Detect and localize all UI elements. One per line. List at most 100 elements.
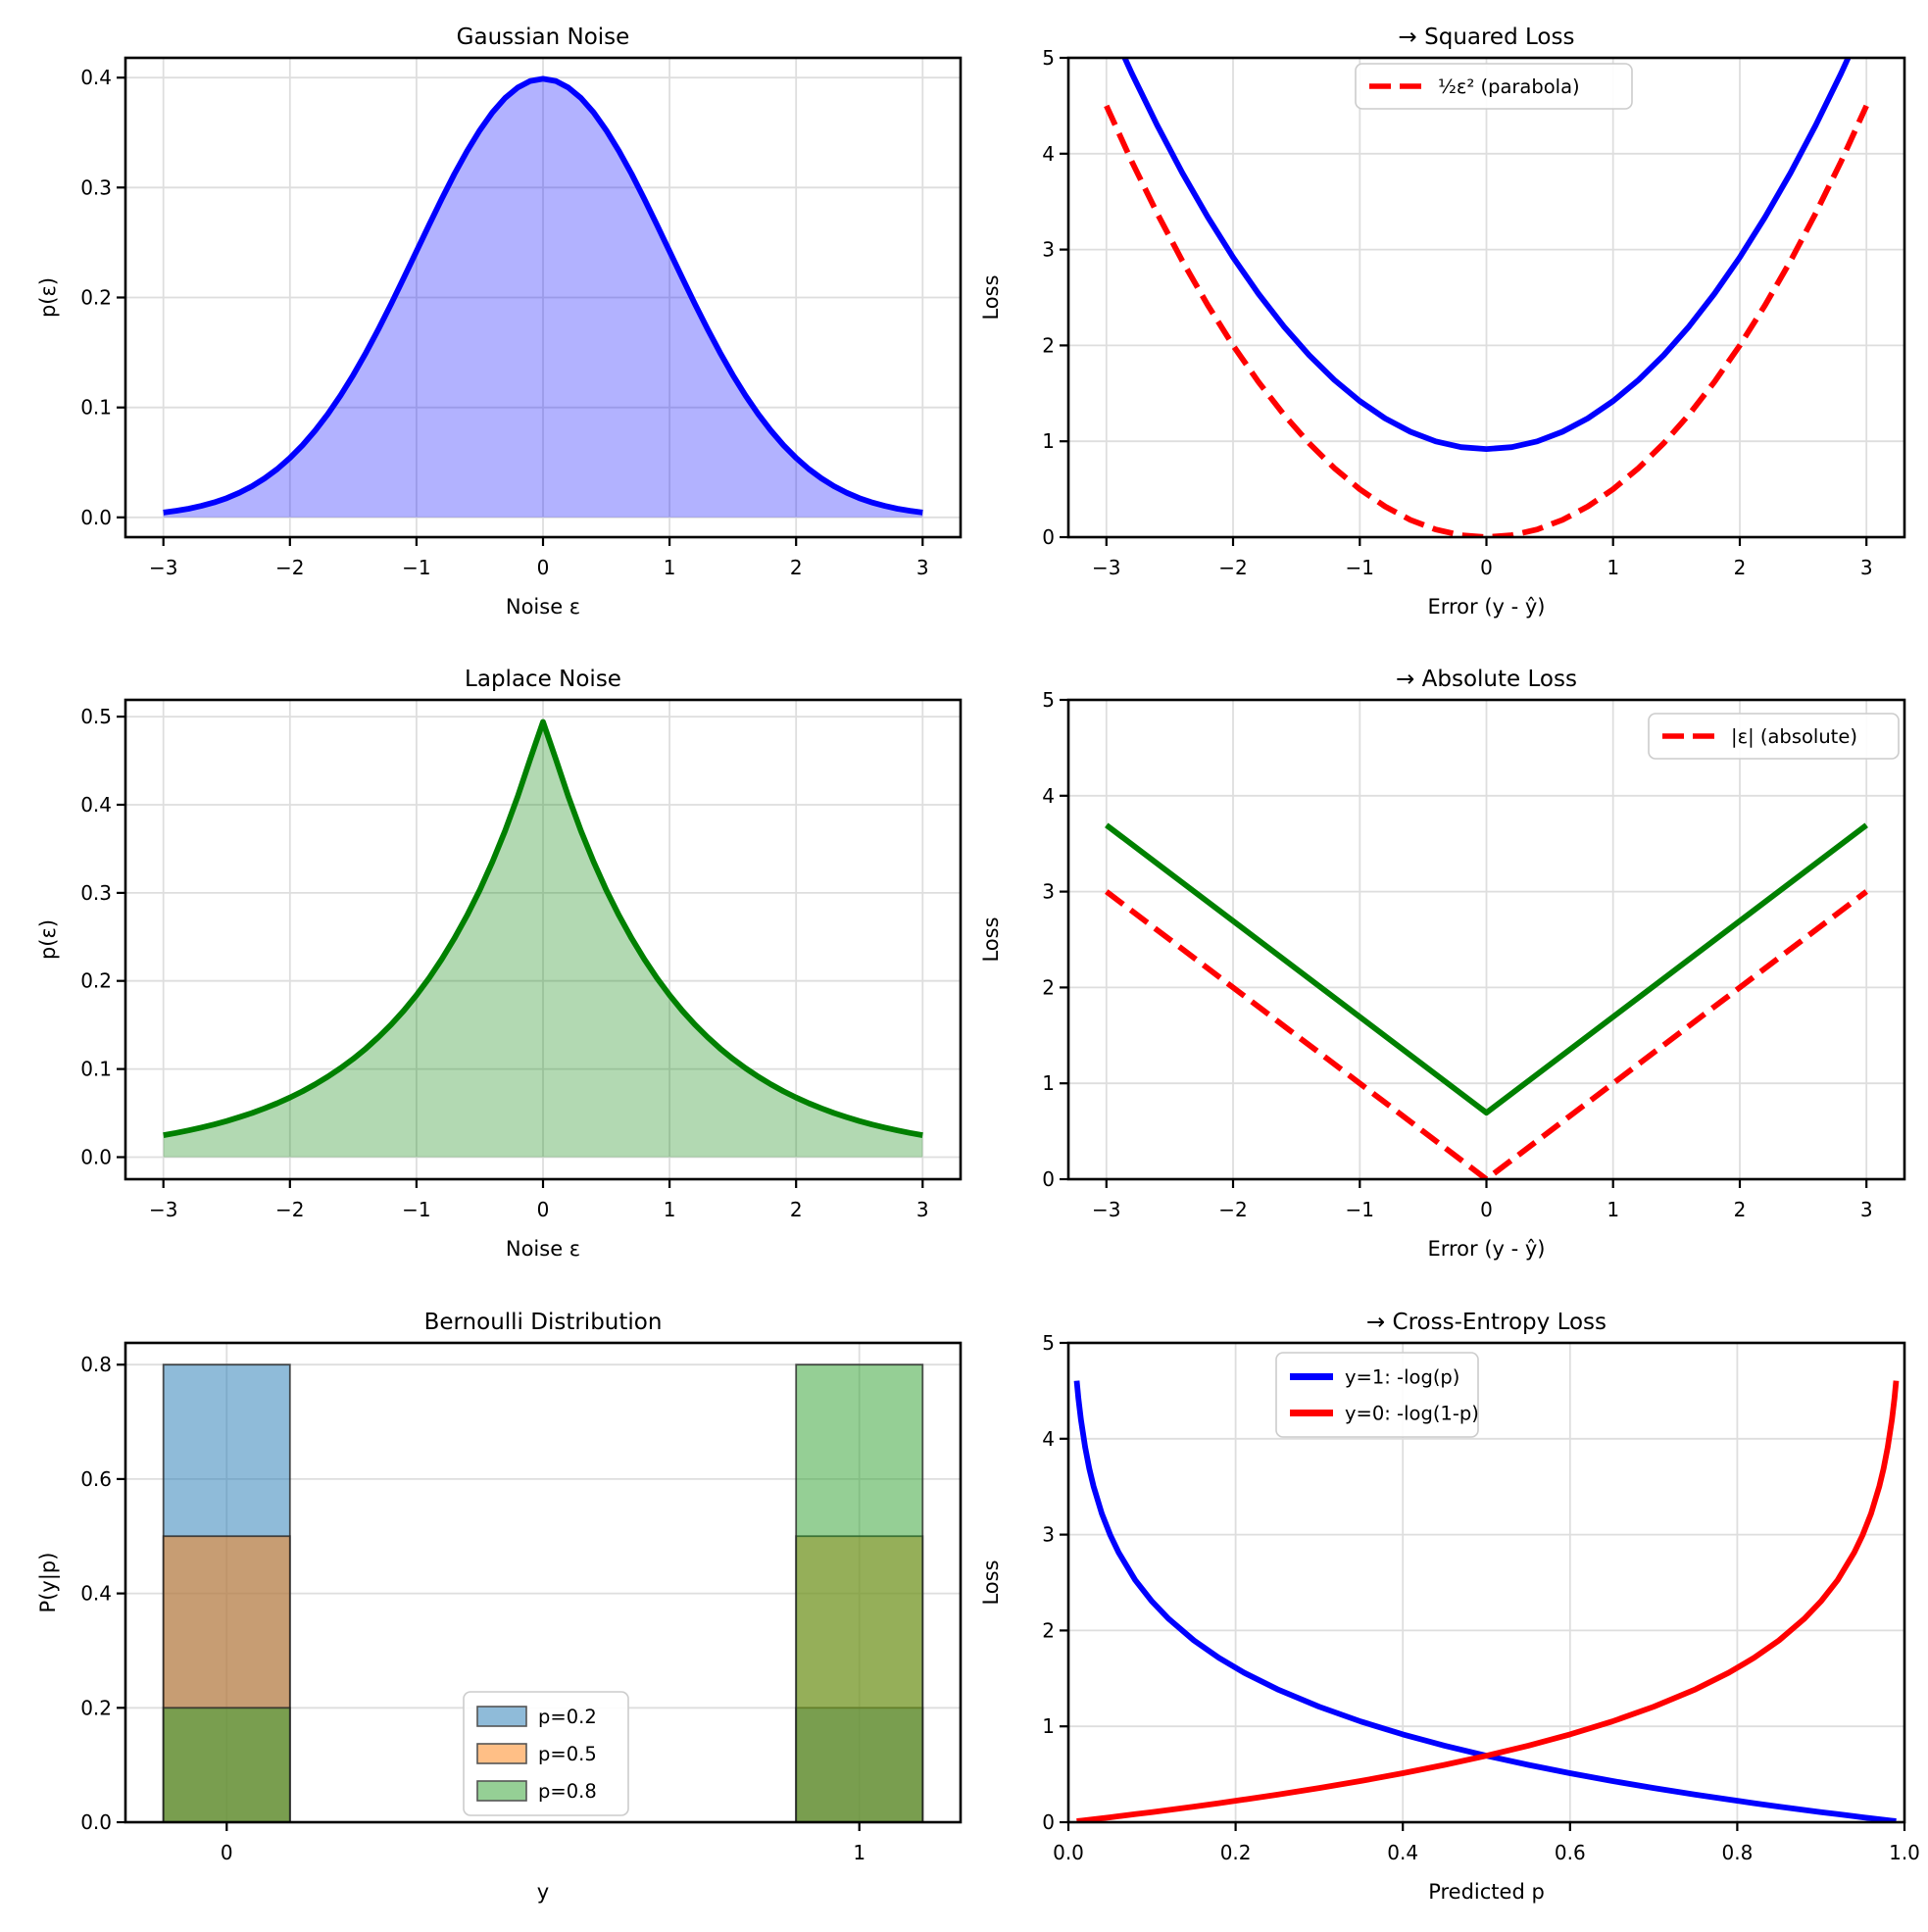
x-tick-label: −2 xyxy=(1218,556,1247,579)
y-tick-label: 0 xyxy=(1042,525,1055,549)
y-tick-label: 5 xyxy=(1042,46,1055,70)
y-tick-label: 0 xyxy=(1042,1810,1055,1834)
y-axis-label: Loss xyxy=(979,1560,1003,1605)
x-tick-label: 2 xyxy=(790,556,803,579)
legend: p=0.2 p=0.5 p=0.8 xyxy=(463,1691,629,1816)
chart-cross-entropy-loss: 0.0 0.2 0.4 0.6 0.8 1.0 0 1 2 3 4 5 Predicted p Loss →… xyxy=(979,1310,1920,1904)
y-tick-label: 1 xyxy=(1042,1071,1055,1095)
y-axis-label: p(ε) xyxy=(36,277,60,318)
chart-title: → Cross-Entropy Loss xyxy=(1366,1310,1607,1335)
y-tick-label: 0.1 xyxy=(80,1058,112,1081)
series-laplace-pdf xyxy=(163,718,923,1138)
x-tick-label: −3 xyxy=(149,1198,177,1221)
x-tick-label: 0 xyxy=(1480,1198,1493,1221)
x-axis-label: Predicted p xyxy=(1428,1880,1545,1904)
series-gaussian-nll xyxy=(1121,58,1852,452)
y-axis-label: p(ε) xyxy=(36,919,60,960)
y-tick-label: 0.5 xyxy=(80,705,112,728)
y-tick-label: 4 xyxy=(1042,784,1055,808)
x-tick-label: 3 xyxy=(1860,1198,1873,1221)
x-tick-label: −2 xyxy=(275,556,304,579)
x-tick-label: 3 xyxy=(916,556,929,579)
y-tick-label: 2 xyxy=(1042,333,1055,357)
y-axis-label: Loss xyxy=(979,916,1003,962)
y-axis-label: P(y|p) xyxy=(36,1553,61,1613)
x-tick-label: −1 xyxy=(1346,556,1374,579)
y-tick-label: 3 xyxy=(1042,238,1055,262)
x-tick-label: 0 xyxy=(1480,556,1493,579)
legend-label: p=0.5 xyxy=(538,1743,597,1765)
x-tick-label: 0.4 xyxy=(1387,1841,1418,1864)
x-tick-label: 0 xyxy=(537,556,550,579)
x-tick-label: −3 xyxy=(1092,1198,1120,1221)
y-tick-label: 0.0 xyxy=(80,1810,112,1834)
x-tick-label: 3 xyxy=(916,1198,929,1221)
y-tick-label: 0.0 xyxy=(80,1146,112,1169)
legend-box xyxy=(1648,713,1900,760)
y-tick-label: 0.3 xyxy=(80,881,112,905)
x-axis-label: Error (y - ŷ) xyxy=(1427,595,1545,619)
y-tick-label: 0.1 xyxy=(80,396,112,420)
legend-label: p=0.2 xyxy=(538,1706,597,1728)
x-axis-label: Noise ε xyxy=(506,595,580,619)
x-tick-label: 0 xyxy=(537,1198,550,1221)
y-tick-label: 0.2 xyxy=(80,286,112,310)
x-axis-label: Noise ε xyxy=(506,1237,580,1261)
x-tick-label: 3 xyxy=(1860,556,1873,579)
series-laplace-nll xyxy=(1105,822,1868,1116)
legend-label: |ε| (absolute) xyxy=(1731,725,1857,748)
area-laplace-pdf xyxy=(163,721,923,1158)
chart-title: Bernoulli Distribution xyxy=(424,1310,663,1335)
area-gaussian-pdf xyxy=(163,78,923,518)
legend-label: ½ε² (parabola) xyxy=(1438,75,1580,98)
chart-gaussian-noise: −3 −2 −1 0 1 2 3 0.0 0.1 0.2 0.3 0.4 Noise ε p(ε) Gaus… xyxy=(36,25,963,619)
legend-label: y=0: -log(1-p) xyxy=(1345,1403,1479,1425)
chart-absolute-loss: −3 −2 −1 0 1 2 3 0 1 2 3 4 5 Error (y - ŷ) Loss → Absol… xyxy=(979,667,1906,1261)
y-tick-label: 0.4 xyxy=(80,793,112,817)
x-axis-label: y xyxy=(537,1880,549,1904)
chart-title: → Absolute Loss xyxy=(1396,667,1577,692)
x-tick-label: 1 xyxy=(664,1198,676,1221)
x-tick-label: −3 xyxy=(1092,556,1120,579)
y-tick-label: 3 xyxy=(1042,1523,1055,1547)
y-tick-label: 0 xyxy=(1042,1167,1055,1191)
x-tick-label: −2 xyxy=(275,1198,304,1221)
x-tick-label: 2 xyxy=(1734,556,1747,579)
chart-laplace-noise: −3 −2 −1 0 1 2 3 0.0 0.1 0.2 0.3 0.4 0.5 Noise ε p(ε) L… xyxy=(36,667,963,1261)
y-tick-label: 1 xyxy=(1042,1714,1055,1738)
y-tick-label: 0.2 xyxy=(80,969,112,993)
axes-frame xyxy=(1066,1341,1906,1824)
legend-label: y=1: -log(p) xyxy=(1345,1366,1459,1389)
y-tick-label: 4 xyxy=(1042,1427,1055,1451)
x-tick-label: 0.6 xyxy=(1555,1841,1586,1864)
series-gaussian-pdf xyxy=(163,75,923,516)
x-tick-label: 0 xyxy=(221,1841,233,1864)
x-tick-label: 0.0 xyxy=(1053,1841,1084,1864)
x-axis-label: Error (y - ŷ) xyxy=(1427,1237,1545,1261)
x-tick-label: 1.0 xyxy=(1889,1841,1920,1864)
y-tick-label: 0.4 xyxy=(80,1582,112,1606)
x-tick-label: −2 xyxy=(1218,1198,1247,1221)
legend: ½ε² (parabola) xyxy=(1355,63,1633,110)
series-half-eps-squared xyxy=(1104,104,1869,537)
y-tick-label: 2 xyxy=(1042,1618,1055,1642)
y-tick-label: 0.4 xyxy=(80,66,112,89)
axes-frame xyxy=(124,1341,963,1824)
x-tick-label: −3 xyxy=(149,556,177,579)
legend-swatch xyxy=(476,1780,527,1802)
y-tick-label: 2 xyxy=(1042,975,1055,999)
legend-swatch xyxy=(476,1706,527,1727)
y-axis-label: Loss xyxy=(979,274,1003,320)
chart-title: Gaussian Noise xyxy=(457,25,630,50)
x-tick-label: 0.8 xyxy=(1721,1841,1753,1864)
x-tick-label: 1 xyxy=(853,1841,865,1864)
y-tick-label: 3 xyxy=(1042,880,1055,904)
x-tick-label: −1 xyxy=(1346,1198,1374,1221)
chart-title: → Squared Loss xyxy=(1399,25,1575,50)
y-tick-label: 0.2 xyxy=(80,1696,112,1719)
y-tick-label: 1 xyxy=(1042,429,1055,453)
y-tick-label: 4 xyxy=(1042,142,1055,166)
x-tick-label: 2 xyxy=(790,1198,803,1221)
